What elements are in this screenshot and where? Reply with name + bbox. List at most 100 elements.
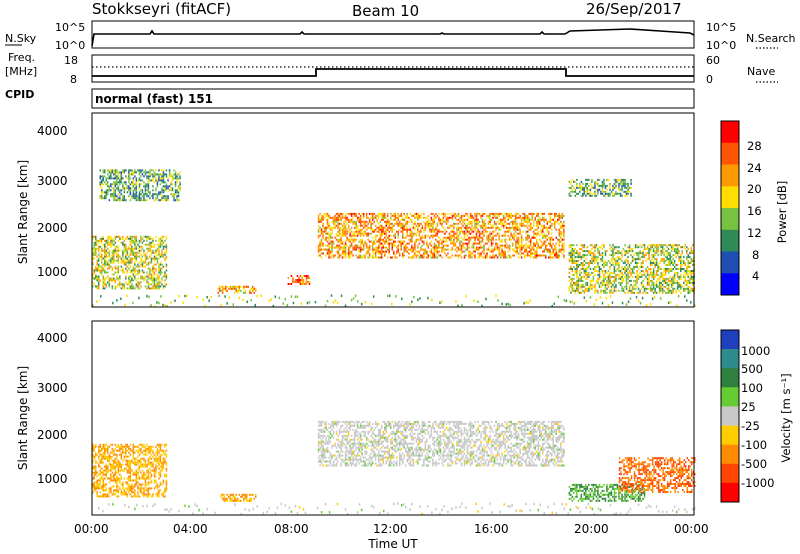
power-echo-cell <box>320 242 323 245</box>
power-echo-cell <box>522 244 524 247</box>
power-echo-cell <box>533 234 535 237</box>
power-echo-cell <box>153 271 156 274</box>
power-echo-cell <box>379 250 381 253</box>
power-echo-cell <box>519 250 521 253</box>
power-echo-cell <box>432 252 434 255</box>
power-echo-cell <box>692 250 694 253</box>
power-echo-cell <box>359 230 362 233</box>
power-echo-cell <box>438 242 440 245</box>
power-echo-cell <box>652 254 655 257</box>
power-echo-cell <box>536 256 538 259</box>
power-echo-cell <box>619 178 622 181</box>
power-echo-cell <box>454 222 457 225</box>
power-echo-cell <box>555 252 557 255</box>
power-echo-cell <box>381 252 383 255</box>
power-echo-cell <box>391 242 393 245</box>
power-echo-cell <box>457 226 460 229</box>
power-echo-cell <box>450 236 452 239</box>
power-echo-cell <box>140 253 142 256</box>
power-echo-cell <box>493 214 496 217</box>
power-echo-cell <box>672 248 674 251</box>
power-echo-cell <box>580 277 583 280</box>
power-echo-cell <box>633 266 635 268</box>
power-echo-cell <box>692 244 694 247</box>
power-echo-cell <box>138 191 141 194</box>
nave-tick-bottom: 0 <box>706 73 713 86</box>
power-echo-cell <box>490 224 493 227</box>
power-echo-cell <box>385 220 387 223</box>
power-echo-cell <box>319 246 321 249</box>
power-echo-cell <box>364 242 366 245</box>
power-echo-cell <box>676 254 679 257</box>
power-echo-cell <box>669 264 671 266</box>
power-echo-cell <box>350 234 353 237</box>
power-echo-cell <box>519 216 521 219</box>
power-echo-cell <box>237 289 239 292</box>
power-echo-cell <box>113 187 115 190</box>
power-echo-cell <box>353 230 356 233</box>
power-echo-cell <box>629 297 632 300</box>
power-echo-cell <box>153 199 156 202</box>
power-echo-cell <box>108 235 111 238</box>
power-echo-cell <box>146 281 148 284</box>
power-echo-cell <box>496 226 499 229</box>
power-echo-cell <box>481 222 484 225</box>
power-echo-cell <box>462 250 464 253</box>
power-echo-cell <box>153 181 156 184</box>
power-cbar-cell <box>721 186 739 209</box>
power-echo-cell <box>234 291 236 294</box>
power-echo-cell <box>153 173 156 176</box>
power-echo-cell <box>588 194 590 197</box>
power-echo-cell <box>643 285 646 288</box>
power-echo-cell <box>125 255 127 258</box>
power-echo-cell <box>670 279 673 282</box>
power-echo-cell <box>507 212 509 215</box>
power-echo-cell <box>583 188 586 191</box>
power-echo-cell <box>628 266 631 268</box>
power-echo-cell <box>549 238 551 241</box>
power-echo-cell <box>457 238 460 241</box>
power-echo-cell <box>621 194 623 197</box>
power-echo-cell <box>161 271 163 274</box>
power-echo-cell <box>545 240 547 243</box>
power-echo-cell <box>672 244 674 247</box>
power-echo-cell <box>615 275 617 278</box>
power-echo-cell <box>105 183 107 186</box>
power-echo-cell <box>146 189 148 192</box>
power-echo-cell <box>153 279 156 282</box>
velocity-echo-cell <box>95 481 97 484</box>
power-echo-cell <box>478 224 481 227</box>
power-echo-cell <box>165 237 168 240</box>
power-echo-cell <box>463 246 466 249</box>
power-echo-cell <box>92 263 94 266</box>
power-echo-cell <box>143 253 145 256</box>
power-echo-cell <box>334 254 336 257</box>
power-echo-cell <box>282 302 285 305</box>
power-echo-cell <box>475 224 478 227</box>
power-echo-cell <box>104 255 106 258</box>
power-echo-cell <box>409 256 412 259</box>
power-echo-cell <box>621 250 623 253</box>
power-echo-cell <box>129 285 132 288</box>
power-echo-cell <box>335 212 338 215</box>
power-echo-cell <box>607 285 610 288</box>
power-echo-cell <box>156 273 159 276</box>
power-echo-cell <box>426 216 428 219</box>
power-echo-cell <box>415 250 418 253</box>
power-echo-cell <box>545 226 547 229</box>
power-echo-cell <box>640 256 643 259</box>
power-echo-cell <box>594 192 596 195</box>
power-echo-cell <box>427 222 430 225</box>
power-echo-cell <box>531 252 533 255</box>
power-echo-cell <box>676 287 679 290</box>
power-echo-cell <box>603 291 605 294</box>
power-echo-cell <box>498 246 500 249</box>
power-echo-cell <box>442 246 445 249</box>
power-echo-cell <box>104 239 106 242</box>
power-echo-cell <box>543 224 545 227</box>
power-echo-cell <box>649 268 652 270</box>
power-echo-cell <box>138 239 141 242</box>
power-echo-cell <box>660 260 662 262</box>
power-echo-cell <box>270 298 273 301</box>
power-ytick-4000: 4000 <box>37 124 68 138</box>
